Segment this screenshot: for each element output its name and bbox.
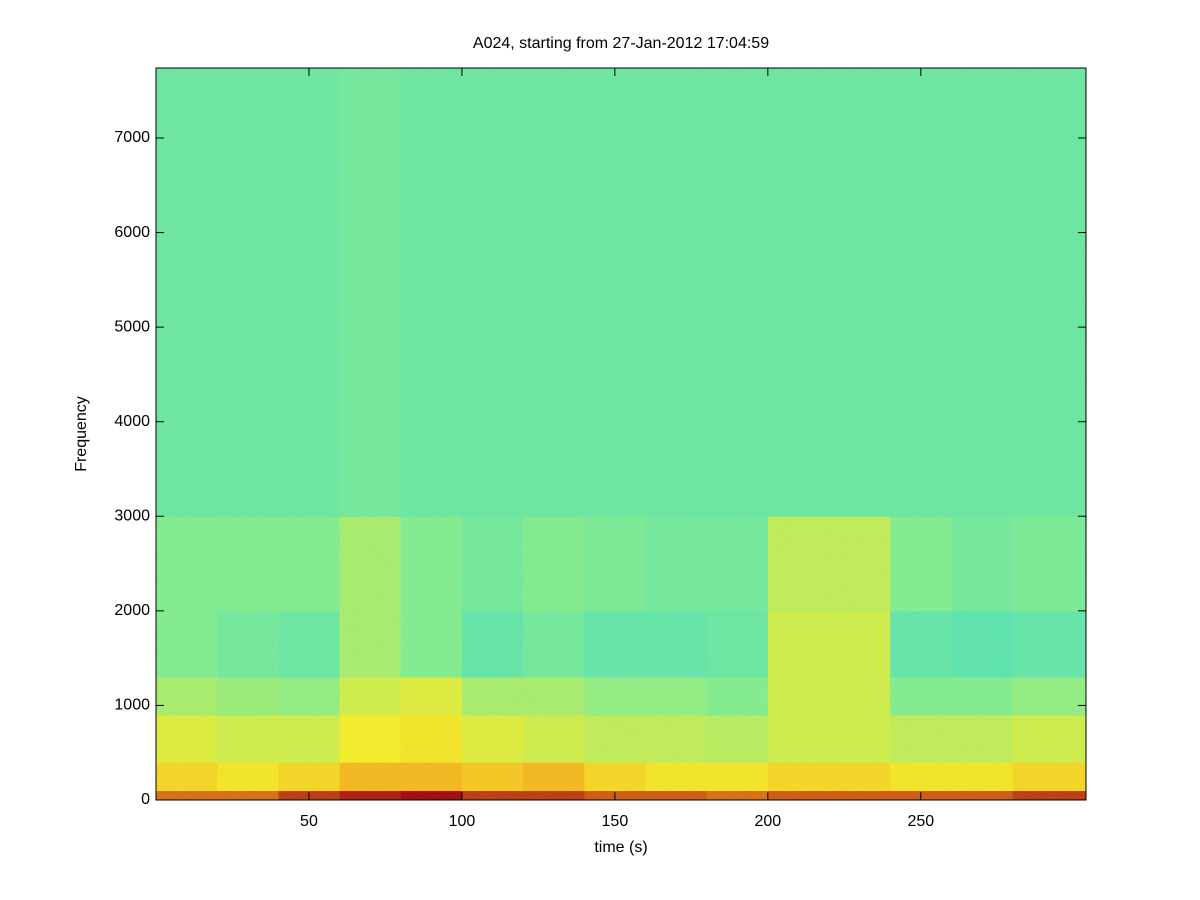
chart-title: A024, starting from 27-Jan-2012 17:04:59 [473, 35, 769, 52]
texture [156, 68, 1086, 800]
x-axis-label: time (s) [594, 839, 647, 856]
y-tick-label: 0 [141, 791, 150, 808]
x-tick-label: 150 [602, 813, 629, 830]
x-tick-label: 100 [449, 813, 476, 830]
y-tick-label: 5000 [114, 318, 150, 335]
y-tick-label: 2000 [114, 602, 150, 619]
plot-frame [155, 67, 1087, 801]
y-axis-label: Frequency [73, 396, 90, 472]
y-tick-label: 3000 [114, 507, 150, 524]
x-tick-label: 200 [754, 813, 781, 830]
y-tick-label: 6000 [114, 224, 150, 241]
y-tick-label: 7000 [114, 129, 150, 146]
y-tick-label: 1000 [114, 697, 150, 714]
x-tick-label: 50 [300, 813, 318, 830]
x-tick-label: 250 [907, 813, 934, 830]
y-tick-label: 4000 [114, 413, 150, 430]
